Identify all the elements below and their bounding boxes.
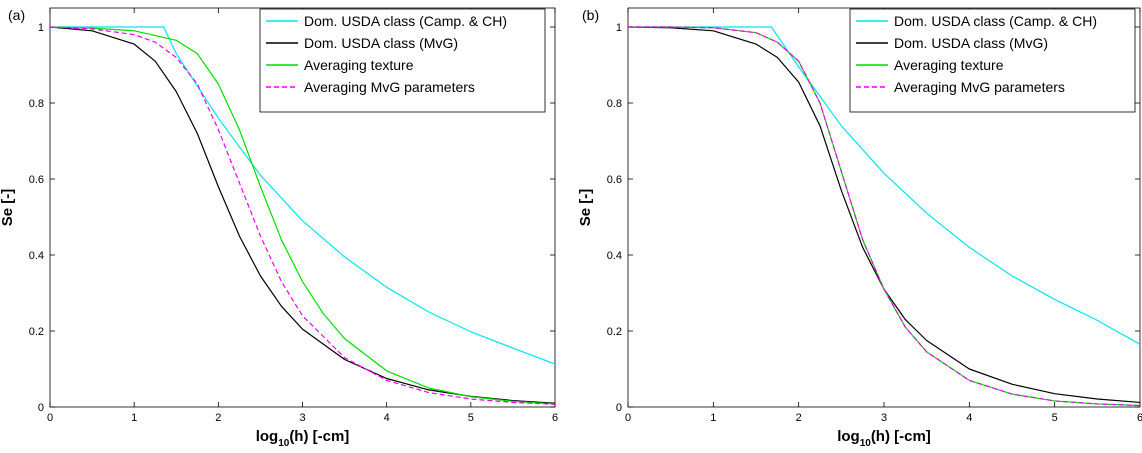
series-line-2: [628, 26, 1140, 404]
y-tick-label: 0.8: [607, 98, 622, 110]
x-axis-label: log10(h) [-cm]: [256, 428, 350, 449]
y-tick-label: 0.4: [29, 250, 44, 262]
x-tick-label: 3: [299, 412, 305, 424]
series-group: [628, 26, 1140, 407]
series-line-4: [628, 26, 1140, 407]
y-tick-label: 0: [38, 402, 44, 414]
y-tick-label: 0.6: [607, 174, 622, 186]
legend-entry-1: Dom. USDA class (Camp. & CH): [894, 13, 1097, 29]
x-tick-label: 6: [552, 412, 558, 424]
x-tick-label: 4: [384, 412, 390, 424]
legend-entry-2: Dom. USDA class (MvG): [304, 35, 458, 51]
x-tick-label: 2: [796, 412, 802, 424]
x-tick-label: 1: [710, 412, 716, 424]
legend-entry-4: Averaging MvG parameters: [304, 79, 475, 95]
legend-entry-4: Averaging MvG parameters: [894, 79, 1065, 95]
panel-b: 0 1 2 3 4 5 6 0 0.2 0.4 0.6 0.8 1 (b) Se [-] log10(h) […: [577, 7, 1142, 449]
x-axis-label-subscript: 10: [278, 438, 290, 449]
legend-entry-2: Dom. USDA class (MvG): [894, 35, 1048, 51]
legend-box: [849, 8, 1136, 113]
legend-entry-3: Averaging texture: [894, 57, 1004, 73]
series-line-1: [50, 26, 555, 365]
x-tick-label: 5: [468, 412, 474, 424]
panel-label: (b): [582, 7, 599, 23]
panel-a: 0 1 2 3 4 5 6 0 0.2 0.4 0.6 0.8 1 (a) Se [-] log10(h) […: [0, 7, 558, 449]
legend-entry-3: Averaging texture: [304, 57, 414, 73]
x-tick-label: 4: [966, 412, 972, 424]
series-line-2: [50, 26, 555, 404]
y-axis-label: Se [-]: [0, 189, 16, 227]
x-axis-label-base: log: [256, 428, 279, 445]
y-tick-label: 1: [38, 22, 44, 34]
y-tick-label: 0.2: [29, 326, 44, 338]
x-axis-label-rest: (h) [-cm]: [289, 428, 349, 445]
legend-box: [259, 8, 546, 113]
x-axis-label-rest: (h) [-cm]: [871, 428, 931, 445]
x-tick-label: 0: [47, 412, 53, 424]
series-line-4: [50, 26, 555, 405]
x-axis-label: log10(h) [-cm]: [837, 428, 931, 449]
x-tick-label: 3: [881, 412, 887, 424]
y-tick-label: 1: [616, 22, 622, 34]
y-axis-label: Se [-]: [577, 189, 594, 227]
series-group: [50, 26, 555, 405]
x-tick-label: 6: [1137, 412, 1142, 424]
y-tick-label: 0.6: [29, 174, 44, 186]
x-axis-label-base: log: [837, 428, 860, 445]
legend-entry-1: Dom. USDA class (Camp. & CH): [304, 13, 507, 29]
y-tick-label: 0.4: [607, 250, 622, 262]
x-tick-label: 5: [1052, 412, 1058, 424]
legend: Dom. USDA class (Camp. & CH) Dom. USDA cl…: [849, 8, 1136, 113]
y-tick-label: 0.2: [607, 326, 622, 338]
panel-label: (a): [8, 7, 25, 23]
y-tick-label: 0.8: [29, 98, 44, 110]
x-tick-label: 2: [215, 412, 221, 424]
x-tick-label: 0: [625, 412, 631, 424]
y-tick-label: 0: [616, 402, 622, 414]
series-line-3: [50, 26, 555, 405]
x-axis-label-subscript: 10: [860, 438, 872, 449]
legend: Dom. USDA class (Camp. & CH) Dom. USDA cl…: [259, 8, 546, 113]
x-tick-label: 1: [131, 412, 137, 424]
